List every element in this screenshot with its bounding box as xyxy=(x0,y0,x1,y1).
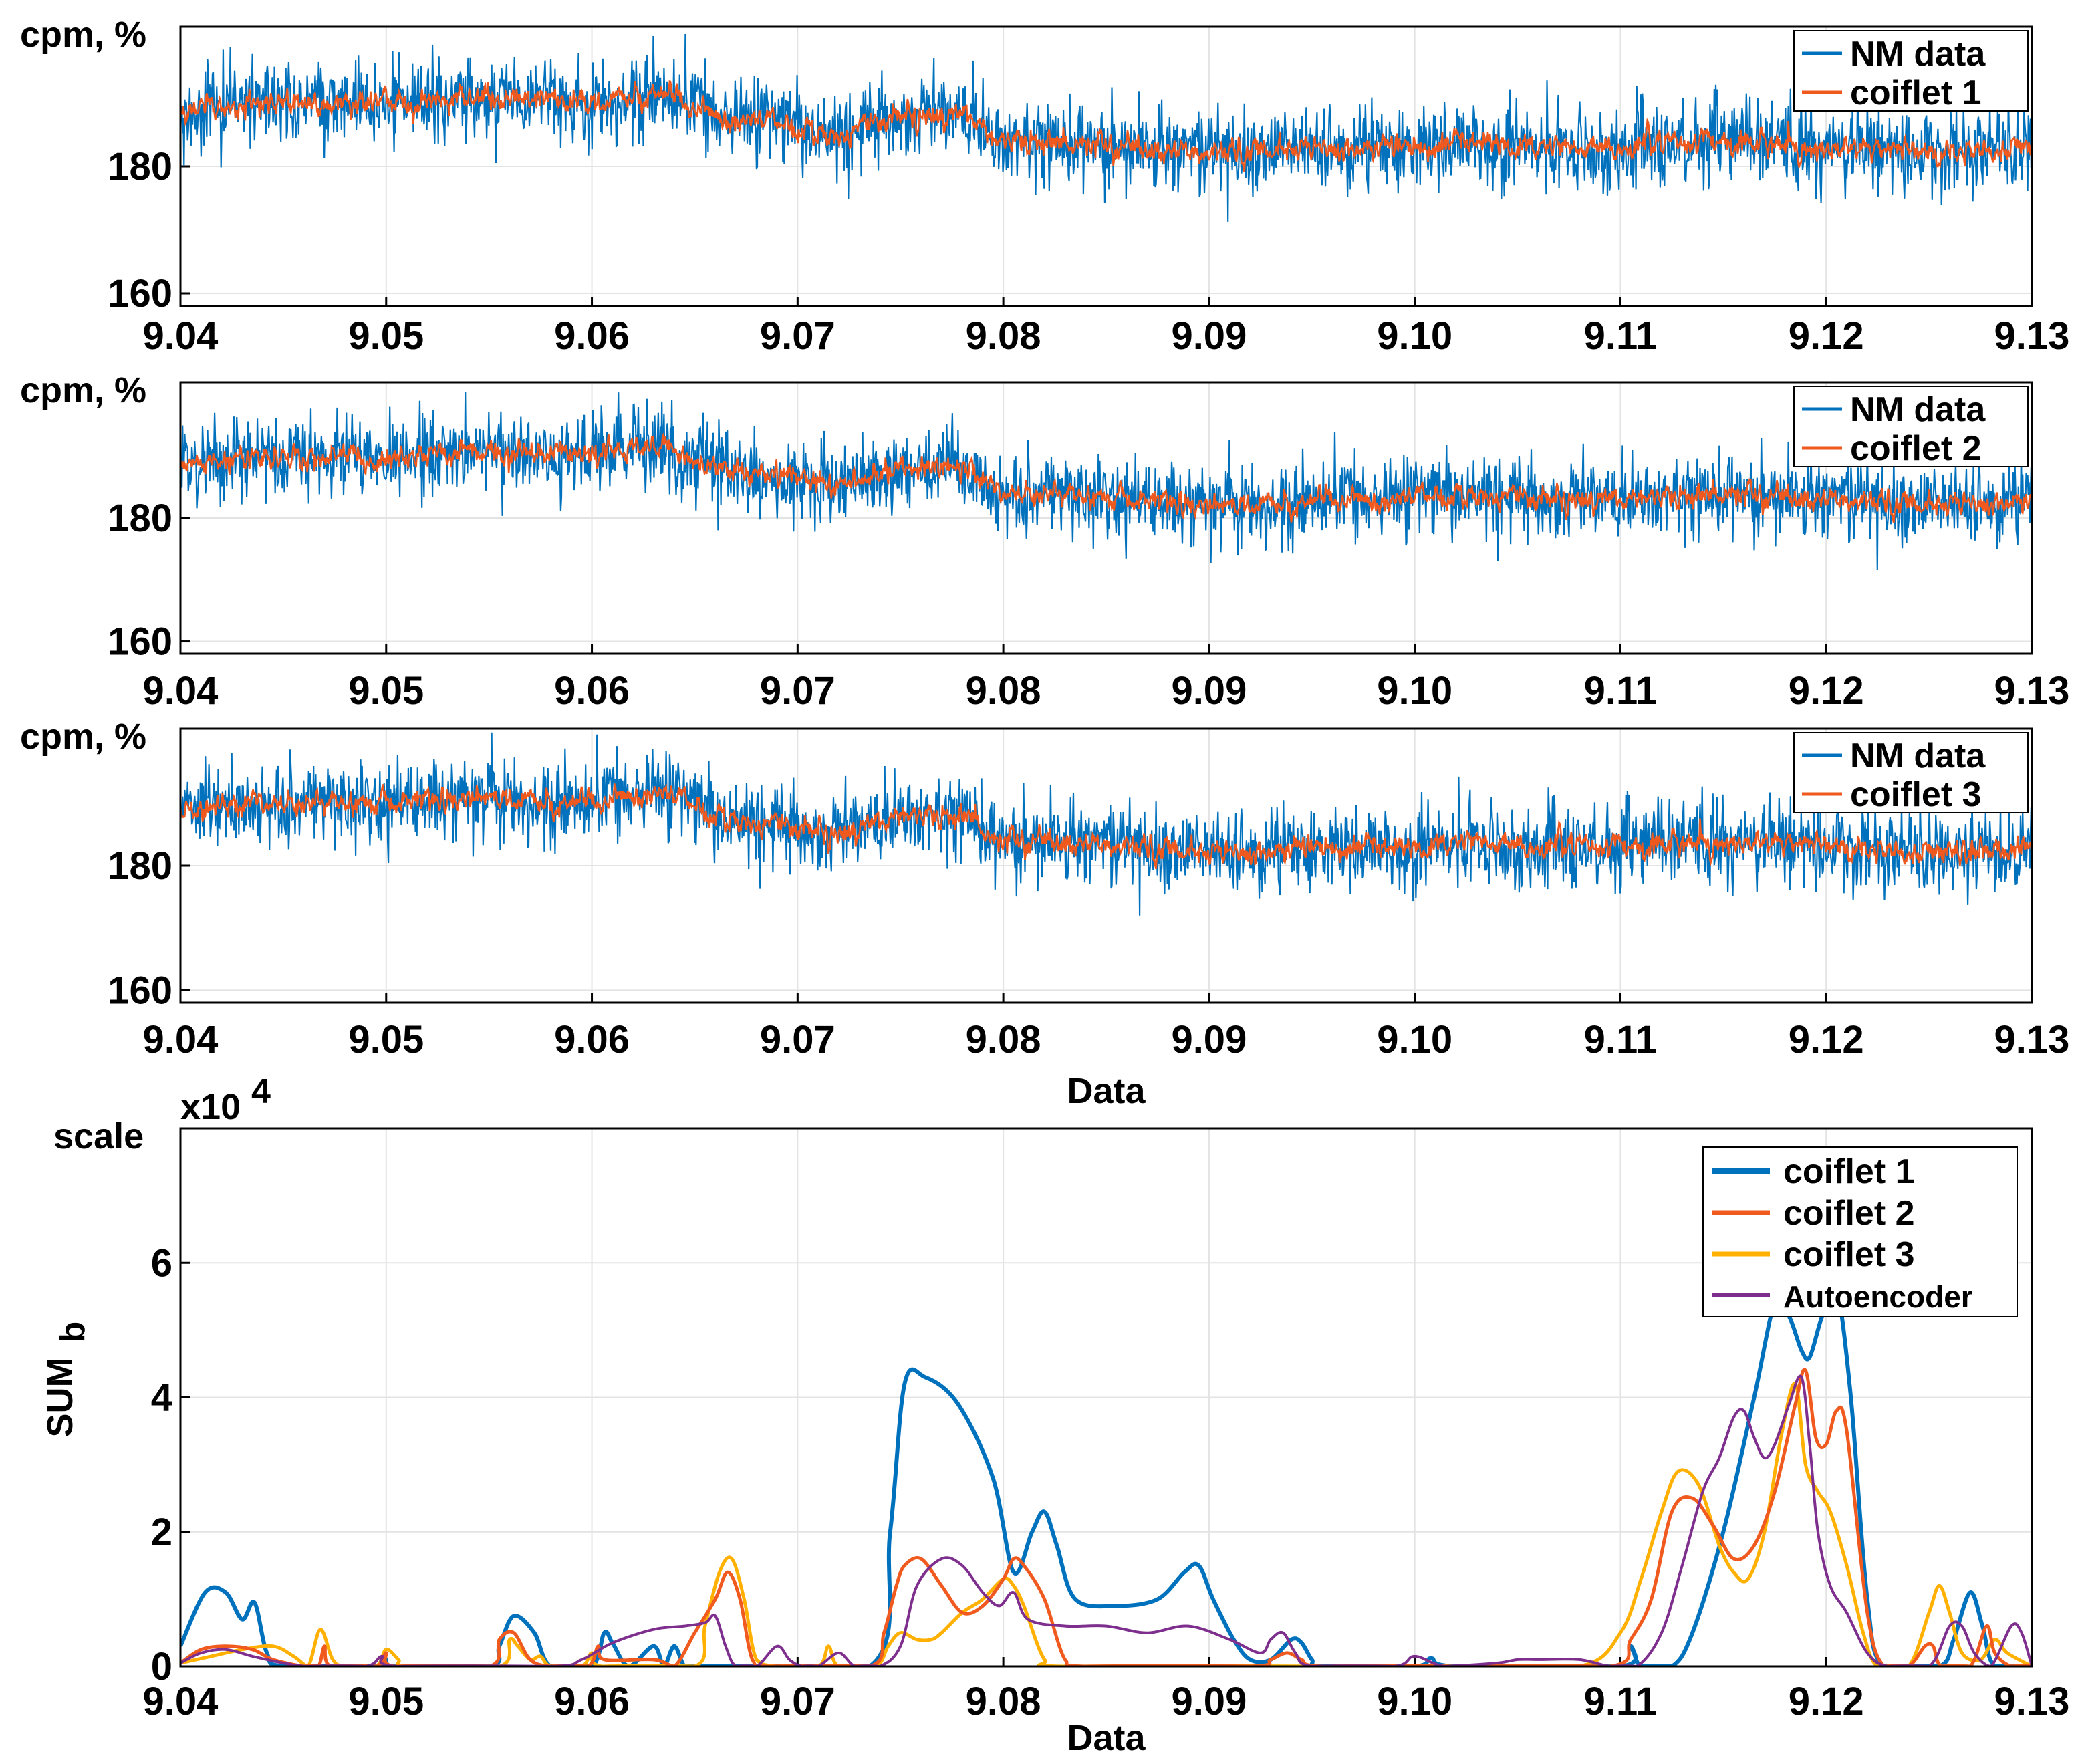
x-tick-label: 9.04 xyxy=(143,1018,219,1061)
axes-frame xyxy=(179,727,2033,1004)
legend-label: coiflet 1 xyxy=(1850,74,1982,112)
legend-label: coiflet 3 xyxy=(1850,775,1982,814)
series-nm-data-line xyxy=(180,33,2032,222)
x-axis-label: Data xyxy=(1067,1071,1146,1111)
x-tick-label: 9.06 xyxy=(554,314,630,358)
y-tick-label: 2 xyxy=(151,1511,172,1554)
y-axis-label: SUM xyxy=(40,1358,80,1438)
y-tick-label: 6 xyxy=(151,1241,172,1285)
x-tick-label: 9.08 xyxy=(966,1018,1041,1061)
axes-frame xyxy=(179,1127,2033,1668)
panel-1-timeseries: 9.04 9.05 9.06 9.07 9.08 9.09 9.10 9.11 9.12 9.13… xyxy=(20,15,2069,358)
x-tick-label: 9.12 xyxy=(1789,1018,1864,1061)
x-tick-label: 9.07 xyxy=(760,1018,835,1061)
x-tick-label: 9.08 xyxy=(966,669,1041,713)
legend-box xyxy=(1793,732,2029,813)
x-tick-label: 9.11 xyxy=(1584,1680,1658,1723)
x-tick-label: 9.09 xyxy=(1171,1018,1247,1061)
x-tick-label: 9.10 xyxy=(1377,669,1452,713)
panel-2-timeseries: 9.04 9.05 9.06 9.07 9.08 9.09 9.10 9.11 9.12 9.13… xyxy=(20,370,2069,713)
x-tick-label: 9.12 xyxy=(1789,669,1864,713)
x-tick-label: 9.07 xyxy=(760,314,835,358)
y-axis-label: cpm, % xyxy=(20,15,146,55)
x-tick-label: 9.04 xyxy=(143,314,219,358)
exponent-superscript: 4 xyxy=(251,1072,271,1111)
y-tick-label: 160 xyxy=(108,969,172,1012)
x-tick-label: 9.05 xyxy=(348,1680,424,1723)
x-tick-label: 9.06 xyxy=(554,1680,630,1723)
series-nm-data-line xyxy=(180,732,2032,916)
series-coiflet-1-line xyxy=(180,1284,2032,1666)
series-coiflet-2-line xyxy=(180,1368,2032,1666)
x-tick-label: 9.11 xyxy=(1584,669,1658,713)
x-tick-label: 9.08 xyxy=(966,1680,1041,1723)
x-tick-label: 9.05 xyxy=(348,669,424,713)
x-axis-label: Data xyxy=(1067,1718,1146,1758)
x-tick-label: 9.04 xyxy=(143,1680,219,1723)
x-tick-label: 9.13 xyxy=(1994,1680,2070,1723)
axes-frame xyxy=(179,25,2033,307)
y-tick-label: 160 xyxy=(108,620,172,664)
legend-label: coiflet 2 xyxy=(1783,1194,1915,1233)
x-tick-label: 9.13 xyxy=(1994,669,2070,713)
x-tick-label: 9.07 xyxy=(760,1680,835,1723)
y-tick-label: 160 xyxy=(108,272,172,316)
panel-4-sum-scale: 9.04 9.05 9.06 9.07 9.08 9.09 9.10 9.11 9.12 9.13… xyxy=(40,1072,2069,1758)
axes-frame xyxy=(179,381,2033,655)
x-tick-label: 9.12 xyxy=(1789,1680,1864,1723)
series-coiflet-3-line xyxy=(180,1382,2032,1666)
x-tick-label: 9.10 xyxy=(1377,1680,1452,1723)
y-axis-label: cpm, % xyxy=(20,717,146,757)
y-tick-label: 180 xyxy=(108,497,172,540)
y-axis-label: cpm, % xyxy=(20,370,146,410)
series-autoencoder-line xyxy=(180,1374,2032,1666)
x-tick-label: 9.10 xyxy=(1377,1018,1452,1061)
legend-label: coiflet 2 xyxy=(1850,429,1982,468)
y-tick-label: 180 xyxy=(108,145,172,188)
x-tick-label: 9.05 xyxy=(348,1018,424,1061)
legend-label: NM data xyxy=(1850,737,1986,775)
x-tick-label: 9.13 xyxy=(1994,1018,2070,1061)
exponent-label: x10 xyxy=(180,1087,241,1127)
series-coiflet-line xyxy=(180,432,2032,523)
legend-label: NM data xyxy=(1850,390,1986,429)
x-tick-label: 9.07 xyxy=(760,669,835,713)
legend-box xyxy=(1793,30,2029,112)
legend-label: coiflet 3 xyxy=(1783,1235,1915,1274)
y-tick-label: 0 xyxy=(151,1645,172,1688)
x-tick-label: 9.08 xyxy=(966,314,1041,358)
x-tick-label: 9.10 xyxy=(1377,314,1452,358)
panel-3-timeseries: 9.04 9.05 9.06 9.07 9.08 9.09 9.10 9.11 9.12 9.13… xyxy=(20,717,2069,1111)
x-tick-label: 9.04 xyxy=(143,669,219,713)
y-axis-label-subscript: b xyxy=(53,1321,92,1343)
x-tick-label: 9.06 xyxy=(554,1018,630,1061)
legend-label: Autoencoder xyxy=(1783,1279,1973,1314)
x-tick-label: 9.11 xyxy=(1584,1018,1658,1061)
legend-box xyxy=(1793,386,2029,467)
x-tick-label: 9.09 xyxy=(1171,314,1247,358)
x-tick-label: 9.13 xyxy=(1994,314,2070,358)
x-tick-label: 9.05 xyxy=(348,314,424,358)
x-tick-label: 9.09 xyxy=(1171,669,1247,713)
y-tick-label: 4 xyxy=(151,1376,172,1420)
series-coiflet-line xyxy=(180,80,2032,172)
series-nm-data-line xyxy=(180,392,2032,570)
x-tick-label: 9.12 xyxy=(1789,314,1864,358)
legend-label: NM data xyxy=(1850,35,1986,74)
legend-box xyxy=(1702,1146,2018,1317)
x-tick-label: 9.06 xyxy=(554,669,630,713)
x-tick-label: 9.09 xyxy=(1171,1680,1247,1723)
x-tick-label: 9.11 xyxy=(1584,314,1658,358)
legend-label: coiflet 1 xyxy=(1783,1152,1915,1191)
y-tick-label: 180 xyxy=(108,844,172,888)
scale-label: scale xyxy=(53,1116,144,1156)
y-axis-label-group: SUM b xyxy=(40,1321,92,1438)
series-coiflet-line xyxy=(180,782,2032,870)
